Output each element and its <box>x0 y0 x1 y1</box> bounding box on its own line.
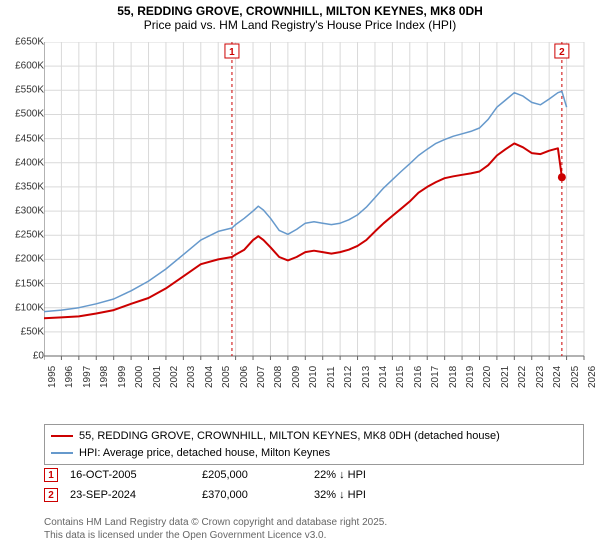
footer-line1: Contains HM Land Registry data © Crown c… <box>44 516 387 529</box>
marker-price: £370,000 <box>202 489 302 501</box>
x-tick-label: 2012 <box>343 366 354 388</box>
x-tick-label: 2001 <box>152 366 163 388</box>
x-tick-label: 2026 <box>587 366 598 388</box>
x-tick-label: 2016 <box>413 366 424 388</box>
chart-svg: 12 <box>44 42 592 404</box>
title-block: 55, REDDING GROVE, CROWNHILL, MILTON KEY… <box>0 0 600 32</box>
y-tick-label: £350K <box>15 181 44 192</box>
y-tick-label: £50K <box>21 326 44 337</box>
x-tick-label: 2015 <box>395 366 406 388</box>
x-tick-label: 2003 <box>186 366 197 388</box>
y-tick-label: £300K <box>15 206 44 217</box>
marker-date: 23-SEP-2024 <box>70 489 190 501</box>
x-tick-label: 2020 <box>482 366 493 388</box>
marker-number-box: 2 <box>44 488 58 502</box>
x-tick-label: 2008 <box>273 366 284 388</box>
y-tick-label: £600K <box>15 61 44 72</box>
x-tick-label: 2010 <box>308 366 319 388</box>
markers-table: 1 16-OCT-2005 £205,000 22% ↓ HPI 2 23-SEP-202… <box>44 468 584 508</box>
x-tick-label: 2017 <box>430 366 441 388</box>
y-tick-label: £550K <box>15 85 44 96</box>
x-tick-label: 2007 <box>256 366 267 388</box>
x-tick-label: 2004 <box>204 366 215 388</box>
title-line2: Price paid vs. HM Land Registry's House … <box>0 18 600 32</box>
x-tick-label: 2014 <box>378 366 389 388</box>
legend-label: HPI: Average price, detached house, Milt… <box>79 445 330 462</box>
x-tick-label: 1997 <box>82 366 93 388</box>
chart-area: 12 <box>44 42 592 404</box>
x-tick-label: 2002 <box>169 366 180 388</box>
y-tick-label: £650K <box>15 37 44 48</box>
x-tick-label: 2005 <box>221 366 232 388</box>
x-tick-label: 2018 <box>448 366 459 388</box>
x-tick-label: 2000 <box>134 366 145 388</box>
y-tick-label: £400K <box>15 157 44 168</box>
x-tick-label: 2025 <box>570 366 581 388</box>
marker-price: £205,000 <box>202 469 302 481</box>
x-tick-label: 2019 <box>465 366 476 388</box>
footer-line2: This data is licensed under the Open Gov… <box>44 529 387 542</box>
x-tick-label: 2022 <box>517 366 528 388</box>
marker-row: 1 16-OCT-2005 £205,000 22% ↓ HPI <box>44 468 584 482</box>
marker-diff: 22% ↓ HPI <box>314 469 434 481</box>
marker-date: 16-OCT-2005 <box>70 469 190 481</box>
marker-number-box: 1 <box>44 468 58 482</box>
legend-swatch <box>51 435 73 437</box>
legend-box: 55, REDDING GROVE, CROWNHILL, MILTON KEY… <box>44 424 584 465</box>
marker-diff: 32% ↓ HPI <box>314 489 434 501</box>
x-tick-label: 1998 <box>99 366 110 388</box>
x-tick-label: 2023 <box>535 366 546 388</box>
footer: Contains HM Land Registry data © Crown c… <box>44 516 387 542</box>
x-tick-label: 1995 <box>47 366 58 388</box>
y-tick-label: £200K <box>15 254 44 265</box>
y-tick-label: £150K <box>15 278 44 289</box>
svg-text:1: 1 <box>229 47 235 58</box>
legend-row: 55, REDDING GROVE, CROWNHILL, MILTON KEY… <box>51 428 577 445</box>
y-tick-label: £0 <box>33 351 44 362</box>
y-tick-label: £500K <box>15 109 44 120</box>
svg-text:2: 2 <box>559 47 565 58</box>
legend-label: 55, REDDING GROVE, CROWNHILL, MILTON KEY… <box>79 428 500 445</box>
x-tick-label: 2013 <box>361 366 372 388</box>
chart-container: 55, REDDING GROVE, CROWNHILL, MILTON KEY… <box>0 0 600 560</box>
x-tick-label: 1996 <box>64 366 75 388</box>
y-tick-label: £450K <box>15 133 44 144</box>
title-line1: 55, REDDING GROVE, CROWNHILL, MILTON KEY… <box>0 4 600 18</box>
x-tick-label: 1999 <box>117 366 128 388</box>
x-tick-label: 2009 <box>291 366 302 388</box>
y-tick-label: £100K <box>15 302 44 313</box>
legend-row: HPI: Average price, detached house, Milt… <box>51 445 577 462</box>
x-tick-label: 2024 <box>552 366 563 388</box>
marker-row: 2 23-SEP-2024 £370,000 32% ↓ HPI <box>44 488 584 502</box>
y-tick-label: £250K <box>15 230 44 241</box>
x-tick-label: 2011 <box>326 366 337 388</box>
x-tick-label: 2021 <box>500 366 511 388</box>
legend-swatch <box>51 452 73 454</box>
x-tick-label: 2006 <box>239 366 250 388</box>
